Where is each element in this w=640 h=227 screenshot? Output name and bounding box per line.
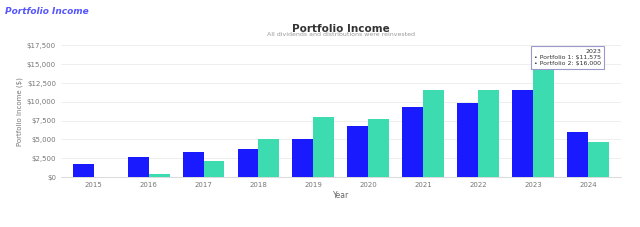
Bar <box>512 90 533 177</box>
Bar <box>348 126 368 177</box>
Title: Portfolio Income: Portfolio Income <box>292 24 390 34</box>
Bar <box>567 132 588 177</box>
Y-axis label: Portfolio Income ($): Portfolio Income ($) <box>16 77 22 146</box>
Bar <box>588 143 609 177</box>
Bar <box>148 174 170 177</box>
Bar <box>457 103 478 177</box>
Bar <box>259 139 279 177</box>
Text: Portfolio Income: Portfolio Income <box>5 7 89 16</box>
Bar <box>478 90 499 177</box>
Bar <box>292 139 314 177</box>
Bar <box>73 164 93 177</box>
Bar <box>403 107 423 177</box>
X-axis label: Year: Year <box>333 191 349 200</box>
Bar <box>314 117 334 177</box>
Text: All dividends and distributions were reinvested: All dividends and distributions were rei… <box>267 32 415 37</box>
Bar <box>368 119 389 177</box>
Bar <box>237 149 259 177</box>
Bar <box>204 161 225 177</box>
Bar <box>128 157 148 177</box>
Bar <box>423 90 444 177</box>
Bar <box>182 152 204 177</box>
Bar <box>533 57 554 177</box>
Text: 2023
• Portfolio 1: $11,575
• Portfolio 2: $16,000: 2023 • Portfolio 1: $11,575 • Portfolio … <box>534 49 601 66</box>
